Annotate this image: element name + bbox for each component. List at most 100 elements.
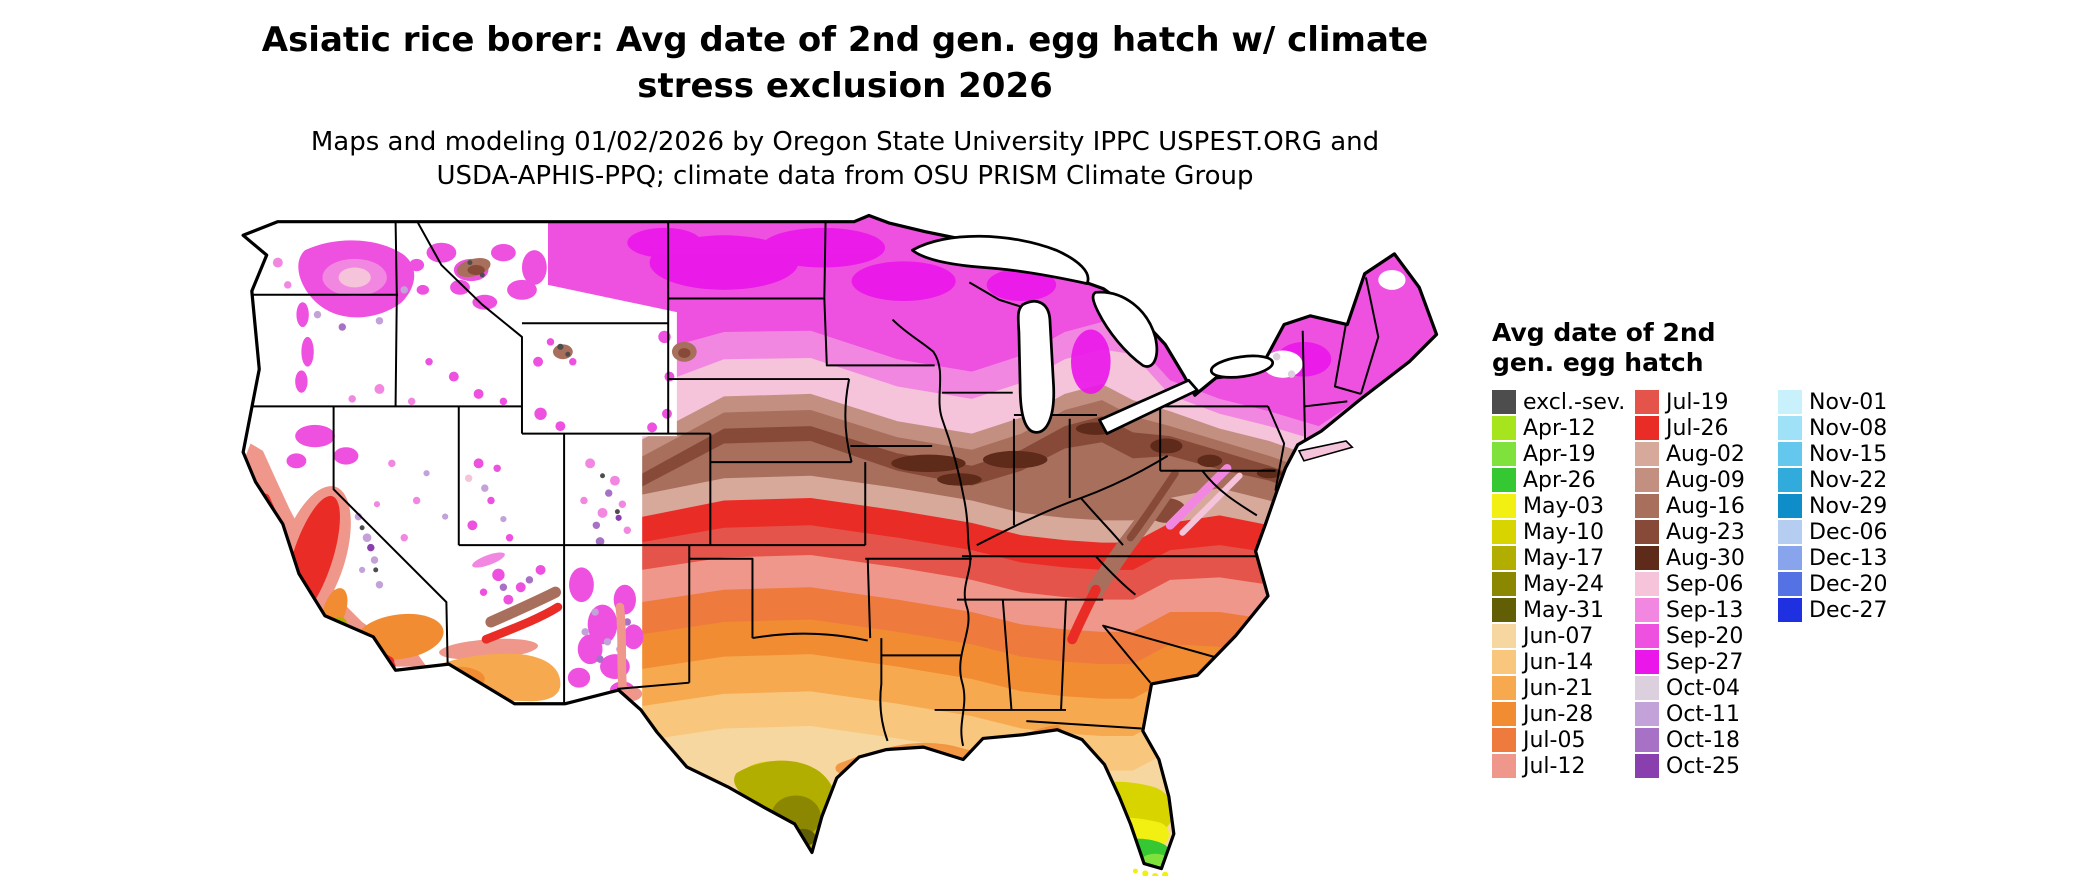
legend-row: Apr-26 bbox=[1492, 467, 1623, 493]
legend-row: Sep-20 bbox=[1635, 623, 1766, 649]
map-header: Asiatic rice borer: Avg date of 2nd gen.… bbox=[180, 18, 1510, 193]
state-borders bbox=[250, 219, 1380, 747]
legend-swatch bbox=[1492, 416, 1516, 440]
legend-column: excl.-sev. Apr-12 Apr-19 Apr-26 May-03 May-10… bbox=[1492, 389, 1626, 779]
legend-swatch bbox=[1778, 494, 1802, 518]
legend-row: Jun-28 bbox=[1492, 701, 1623, 727]
lake-superior bbox=[910, 234, 1090, 286]
legend-swatch bbox=[1635, 468, 1659, 492]
legend-row: Aug-23 bbox=[1635, 519, 1766, 545]
legend-label: May-24 bbox=[1523, 571, 1605, 597]
legend-row: Jul-26 bbox=[1635, 415, 1766, 441]
legend-label: Jun-14 bbox=[1523, 649, 1594, 675]
lake-huron bbox=[1091, 290, 1159, 368]
legend-swatch bbox=[1492, 676, 1516, 700]
legend-label: Oct-25 bbox=[1666, 753, 1740, 779]
legend-swatch bbox=[1492, 702, 1516, 726]
legend-label: Dec-13 bbox=[1809, 545, 1888, 571]
legend-label: Oct-18 bbox=[1666, 727, 1740, 753]
legend-row: Nov-29 bbox=[1778, 493, 1909, 519]
legend-row: Jun-07 bbox=[1492, 623, 1623, 649]
legend-label: Apr-19 bbox=[1523, 441, 1596, 467]
legend-row: Sep-27 bbox=[1635, 649, 1766, 675]
title-line1: Asiatic rice borer: Avg date of 2nd gen.… bbox=[261, 20, 1429, 60]
great-lakes bbox=[910, 234, 1275, 435]
lake-ontario bbox=[1209, 354, 1275, 379]
legend-row: May-31 bbox=[1492, 597, 1623, 623]
legend-label: Jun-28 bbox=[1523, 701, 1594, 727]
legend-row: May-17 bbox=[1492, 545, 1623, 571]
legend-swatch bbox=[1635, 728, 1659, 752]
legend-label: Aug-30 bbox=[1666, 545, 1745, 571]
legend-label: Aug-23 bbox=[1666, 519, 1745, 545]
legend-row: Apr-19 bbox=[1492, 441, 1623, 467]
legend-swatch bbox=[1492, 624, 1516, 648]
legend-row: Dec-06 bbox=[1778, 519, 1909, 545]
legend-label: Dec-27 bbox=[1809, 597, 1888, 623]
florida-keys bbox=[1132, 868, 1169, 880]
wyoming-fringe-specks bbox=[533, 330, 675, 433]
lake-erie bbox=[1098, 378, 1199, 435]
legend-swatch bbox=[1492, 650, 1516, 674]
legend-swatch bbox=[1492, 442, 1516, 466]
legend-swatch bbox=[1635, 390, 1659, 414]
legend-row: Sep-06 bbox=[1635, 571, 1766, 597]
legend-swatch bbox=[1778, 390, 1802, 414]
legend-swatch bbox=[1635, 572, 1659, 596]
legend-label: excl.-sev. bbox=[1523, 389, 1626, 415]
legend-swatch bbox=[1778, 468, 1802, 492]
colorado-mountain-specks bbox=[580, 458, 632, 546]
legend-row: Dec-20 bbox=[1778, 571, 1909, 597]
adirondack-purple-specks bbox=[1272, 353, 1296, 378]
legend-swatch bbox=[1635, 624, 1659, 648]
legend-row: May-10 bbox=[1492, 519, 1623, 545]
legend-column: Nov-01 Nov-08 Nov-15 Nov-22 Nov-29 Dec-06 Dec-… bbox=[1778, 389, 1909, 779]
legend-row: Nov-22 bbox=[1778, 467, 1909, 493]
legend-swatch bbox=[1635, 494, 1659, 518]
legend-swatch bbox=[1778, 598, 1802, 622]
legend-swatch bbox=[1635, 520, 1659, 544]
legend-row: Aug-02 bbox=[1635, 441, 1766, 467]
legend-column: Jul-19 Jul-26 Aug-02 Aug-09 Aug-16 Aug-23 Aug-… bbox=[1635, 389, 1766, 779]
legend-label: Apr-12 bbox=[1523, 415, 1596, 441]
legend-swatch bbox=[1635, 546, 1659, 570]
legend-swatch bbox=[1492, 494, 1516, 518]
legend-label: Oct-04 bbox=[1666, 675, 1740, 701]
legend-label: Jun-21 bbox=[1523, 675, 1594, 701]
title-line2: stress exclusion 2026 bbox=[637, 65, 1053, 106]
legend-label: Nov-15 bbox=[1809, 441, 1888, 467]
legend-swatch bbox=[1635, 676, 1659, 700]
legend-label: Nov-29 bbox=[1809, 493, 1888, 519]
legend-swatch bbox=[1492, 728, 1516, 752]
legend: Avg date of 2nd gen. egg hatch excl.-sev… bbox=[1492, 318, 1921, 779]
legend-swatch bbox=[1492, 520, 1516, 544]
legend-row: Dec-13 bbox=[1778, 545, 1909, 571]
us-outline bbox=[241, 213, 1439, 871]
legend-row: Dec-27 bbox=[1778, 597, 1909, 623]
south-texas-early-zone bbox=[734, 760, 839, 853]
legend-label: Sep-20 bbox=[1666, 623, 1744, 649]
legend-label: Jul-05 bbox=[1523, 727, 1586, 753]
legend-label: May-17 bbox=[1523, 545, 1605, 571]
legend-columns: excl.-sev. Apr-12 Apr-19 Apr-26 May-03 May-10… bbox=[1492, 389, 1921, 779]
legend-label: Jul-19 bbox=[1666, 389, 1729, 415]
page-subtitle: Maps and modeling 01/02/2026 by Oregon S… bbox=[180, 126, 1510, 194]
appalachian-streaks bbox=[1067, 459, 1243, 645]
legend-row: Oct-18 bbox=[1635, 727, 1766, 753]
columbia-purple-specks bbox=[313, 286, 408, 325]
legend-swatch bbox=[1635, 702, 1659, 726]
legend-label: Jul-12 bbox=[1523, 753, 1586, 779]
us-map bbox=[228, 213, 1443, 880]
legend-row: Oct-04 bbox=[1635, 675, 1766, 701]
legend-swatch bbox=[1778, 572, 1802, 596]
legend-title: Avg date of 2nd gen. egg hatch bbox=[1492, 318, 1921, 377]
us-map-svg bbox=[241, 213, 1439, 880]
cascades-magenta-specks bbox=[286, 302, 359, 469]
legend-label: Dec-20 bbox=[1809, 571, 1888, 597]
snake-plain-specks bbox=[425, 357, 508, 406]
legend-label: May-03 bbox=[1523, 493, 1605, 519]
legend-label: Dec-06 bbox=[1809, 519, 1888, 545]
legend-swatch bbox=[1635, 598, 1659, 622]
legend-swatch bbox=[1778, 546, 1802, 570]
legend-label: Jun-07 bbox=[1523, 623, 1594, 649]
